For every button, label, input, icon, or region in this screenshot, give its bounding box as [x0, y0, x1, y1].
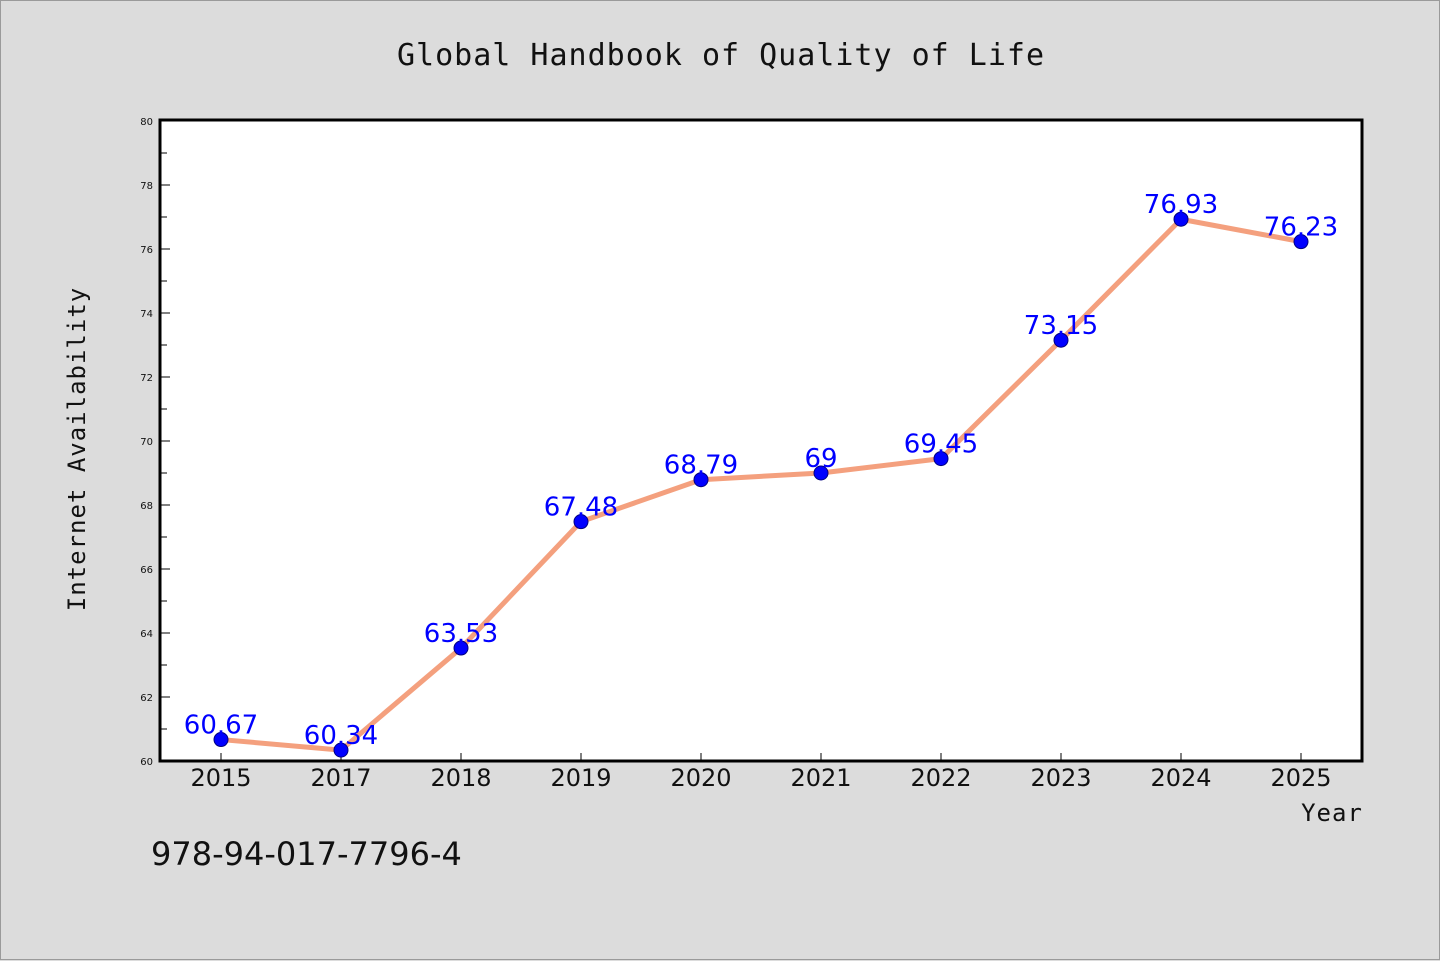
data-label: 76.93 [1144, 190, 1218, 220]
data-label: 63.53 [424, 619, 498, 649]
data-label: 76.23 [1264, 213, 1338, 243]
data-point [213, 732, 229, 748]
data-point [573, 514, 589, 530]
data-point [1173, 211, 1189, 227]
x-tick-label: 2021 [790, 764, 851, 792]
data-label: 60.67 [184, 711, 258, 741]
y-tick-label: 76 [140, 245, 153, 256]
data-point [333, 742, 349, 758]
data-point [1293, 234, 1309, 250]
data-label: 73.15 [1024, 311, 1098, 341]
chart-title: Global Handbook of Quality of Life [397, 38, 1045, 73]
x-tick-label: 2022 [910, 764, 971, 792]
isbn-text: 978-94-017-7796-4 [151, 835, 462, 873]
y-axis-ticks: 60 62 64 66 68 70 72 74 76 78 80 [140, 117, 170, 768]
x-tick-label: 2020 [670, 764, 731, 792]
y-tick-label: 78 [140, 181, 153, 192]
x-tick-label: 2018 [430, 764, 491, 792]
y-tick-label: 74 [140, 309, 153, 320]
data-labels: 60.67 60.34 63.53 67.48 68.79 69 69.45 73.15 76.… [184, 190, 1338, 751]
data-point [1053, 332, 1069, 348]
series-layer [213, 211, 1309, 758]
y-tick-label: 70 [140, 437, 153, 448]
x-tick-label: 2024 [1150, 764, 1211, 792]
y-tick-label: 68 [140, 501, 153, 512]
x-tick-label: 2017 [310, 764, 371, 792]
x-axis-ticks: 2015 2017 2018 2019 2020 2021 2022 2023 2024 2025 [190, 753, 1332, 792]
x-tick-label: 2023 [1030, 764, 1091, 792]
data-point [693, 472, 709, 488]
y-tick-label: 60 [140, 757, 153, 768]
plot-area [158, 118, 1364, 763]
y-tick-label: 62 [140, 693, 153, 704]
y-tick-label: 80 [140, 117, 153, 128]
data-label: 69.45 [904, 430, 978, 460]
data-point [933, 451, 949, 467]
data-point [453, 640, 469, 656]
x-tick-label: 2015 [190, 764, 251, 792]
data-label: 69 [804, 444, 837, 474]
data-label: 68.79 [664, 451, 738, 481]
y-tick-label: 72 [140, 373, 153, 384]
y-tick-label: 66 [140, 565, 153, 576]
data-label: 67.48 [544, 493, 618, 523]
series-line [218, 216, 1304, 753]
data-label: 60.34 [304, 721, 378, 751]
y-tick-label: 64 [140, 629, 153, 640]
x-axis-label: Year [1301, 799, 1363, 827]
x-tick-label: 2025 [1270, 764, 1331, 792]
data-point [813, 465, 829, 481]
y-axis-label: Internet Availability [63, 287, 91, 611]
x-tick-label: 2019 [550, 764, 611, 792]
